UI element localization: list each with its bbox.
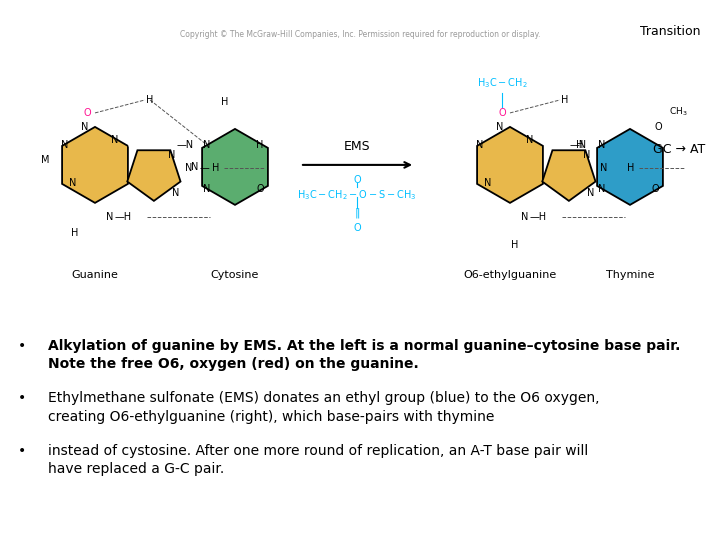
Text: N: N — [598, 184, 606, 194]
Text: N: N — [588, 188, 595, 198]
Text: $\mathrm{H_3C-CH_2}$: $\mathrm{H_3C-CH_2}$ — [477, 76, 527, 90]
Text: O: O — [498, 108, 506, 118]
Text: O: O — [654, 122, 662, 132]
Polygon shape — [542, 150, 595, 201]
Polygon shape — [477, 127, 543, 203]
Text: Cytosine: Cytosine — [211, 270, 259, 280]
Text: H: H — [212, 163, 220, 173]
Text: N: N — [496, 122, 504, 132]
Text: M: M — [41, 155, 49, 165]
Text: Transition: Transition — [639, 25, 700, 38]
Text: O: O — [354, 223, 361, 233]
Text: N: N — [477, 140, 484, 150]
Text: GC → AT: GC → AT — [653, 144, 705, 157]
Text: N: N — [600, 163, 608, 173]
Text: $\mathrm{CH_3}$: $\mathrm{CH_3}$ — [669, 106, 688, 118]
Text: N: N — [526, 135, 534, 145]
Text: Copyright © The McGraw-Hill Companies, Inc. Permission required for reproduction: Copyright © The McGraw-Hill Companies, I… — [180, 30, 540, 39]
Text: H: H — [71, 228, 78, 238]
Text: N: N — [203, 140, 211, 150]
Text: N: N — [485, 178, 492, 188]
Text: EMS: EMS — [343, 140, 370, 153]
Text: N: N — [69, 178, 77, 188]
Text: —N: —N — [570, 140, 587, 150]
Text: N: N — [583, 150, 590, 160]
Text: —H: —H — [529, 212, 546, 222]
Text: O: O — [84, 108, 91, 118]
Text: Ethylmethane sulfonate (EMS) donates an ethyl group (blue) to the O6 oxygen,
cre: Ethylmethane sulfonate (EMS) donates an … — [48, 392, 600, 424]
Text: O: O — [354, 175, 361, 185]
Text: H: H — [256, 140, 264, 150]
Text: —N: —N — [176, 140, 194, 150]
Text: H: H — [562, 95, 569, 105]
Text: O: O — [651, 184, 659, 194]
Text: N: N — [598, 140, 606, 150]
Text: H: H — [511, 240, 518, 250]
Text: H: H — [576, 140, 584, 150]
Text: •: • — [18, 443, 26, 457]
Text: O6-ethylguanine: O6-ethylguanine — [464, 270, 557, 280]
Text: $\|$: $\|$ — [354, 206, 360, 220]
Text: N: N — [112, 135, 119, 145]
Text: N: N — [61, 140, 68, 150]
Polygon shape — [62, 127, 128, 203]
Text: N: N — [172, 188, 179, 198]
Text: —H: —H — [114, 212, 132, 222]
Text: •: • — [18, 392, 26, 406]
Text: N: N — [185, 163, 192, 173]
Text: H: H — [221, 97, 229, 107]
Text: Guanine: Guanine — [71, 270, 118, 280]
Polygon shape — [597, 129, 663, 205]
Text: O: O — [256, 184, 264, 194]
Text: N: N — [81, 122, 89, 132]
Text: instead of cystosine. After one more round of replication, an A-T base pair will: instead of cystosine. After one more rou… — [48, 443, 588, 476]
Text: N: N — [203, 184, 211, 194]
Text: •: • — [18, 339, 26, 353]
Text: $\mathrm{H_3C-CH_2-O-S-CH_3}$: $\mathrm{H_3C-CH_2-O-S-CH_3}$ — [297, 188, 417, 202]
Text: N: N — [521, 212, 528, 222]
Text: —: — — [199, 163, 209, 173]
Polygon shape — [202, 129, 268, 205]
Text: Thymine: Thymine — [606, 270, 654, 280]
Text: H: H — [627, 163, 634, 173]
Text: H: H — [146, 95, 153, 105]
Text: N: N — [168, 150, 176, 160]
Text: N: N — [107, 212, 114, 222]
Text: Alkylation of guanine by EMS. At the left is a normal guanine–cytosine base pair: Alkylation of guanine by EMS. At the lef… — [48, 339, 680, 372]
Text: N: N — [192, 162, 199, 172]
Polygon shape — [127, 150, 181, 201]
